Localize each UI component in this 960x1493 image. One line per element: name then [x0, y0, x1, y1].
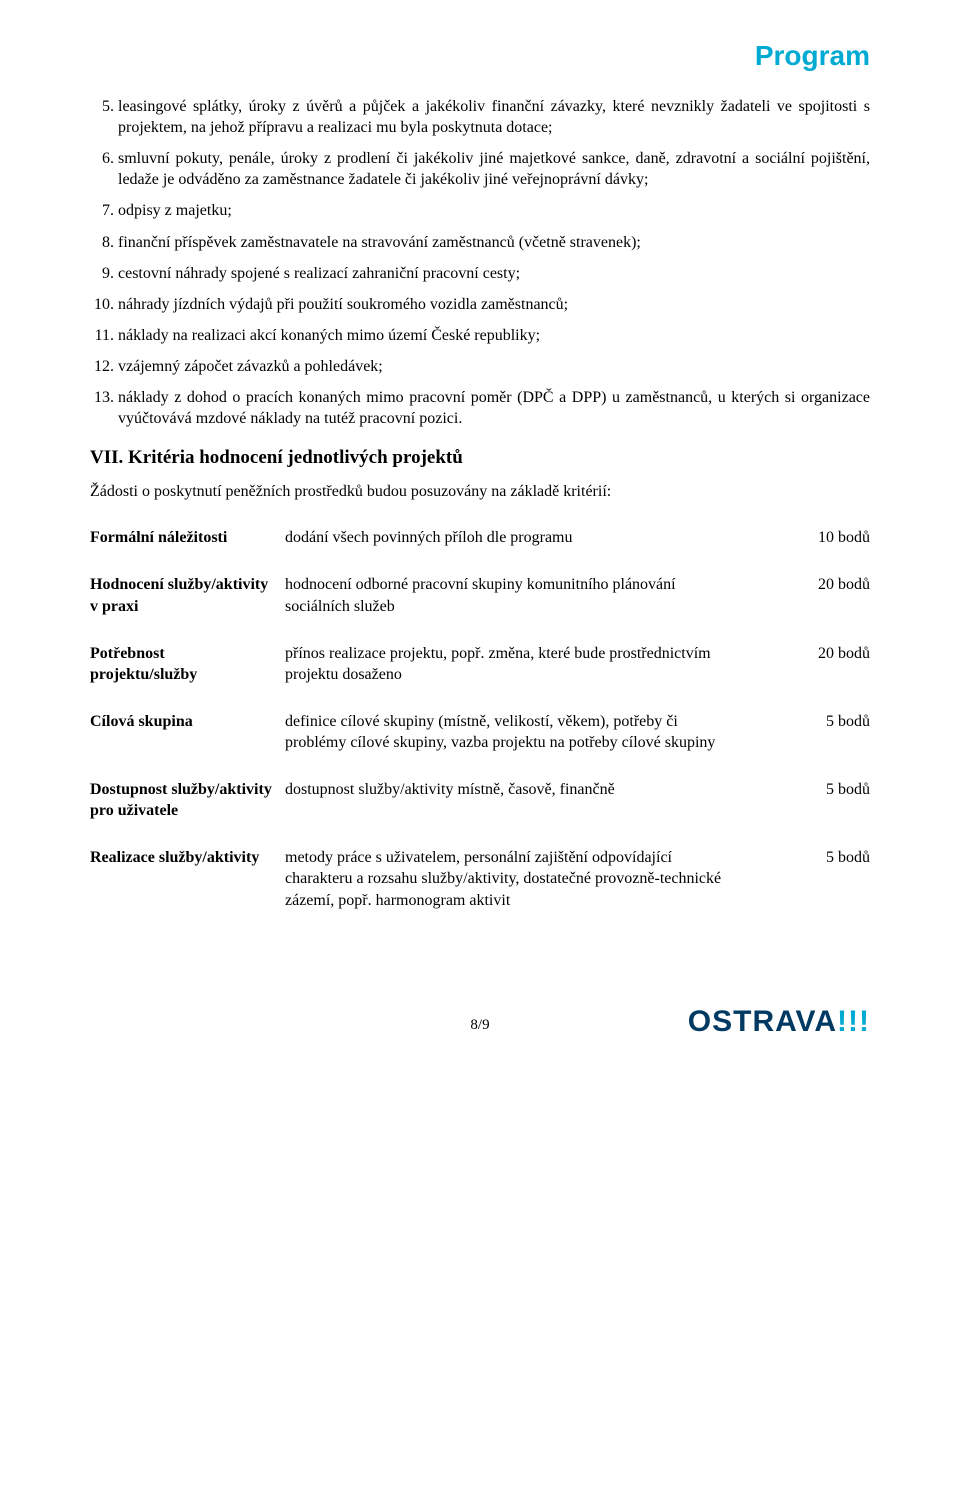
list-item: finanční příspěvek zaměstnavatele na str…: [118, 232, 870, 253]
list-item: odpisy z majetku;: [118, 200, 870, 221]
logo-exclamation: !!!: [837, 1005, 870, 1038]
list-item: náhrady jízdních výdajů při použití souk…: [118, 294, 870, 315]
list-item: náklady na realizaci akcí konaných mimo …: [118, 325, 870, 346]
criteria-name: Potřebnost projektu/služby: [90, 643, 285, 711]
list-item: cestovní náhrady spojené s realizací zah…: [118, 263, 870, 284]
table-row: Realizace služby/aktivity metody práce s…: [90, 847, 870, 936]
section-heading: VII. Kritéria hodnocení jednotlivých pro…: [90, 447, 870, 469]
criteria-desc: definice cílové skupiny (místně, velikos…: [285, 711, 753, 779]
list-item: vzájemný zápočet závazků a pohledávek;: [118, 356, 870, 377]
list-item: náklady z dohod o pracích konaných mimo …: [118, 387, 870, 429]
criteria-points: 10 bodů: [753, 527, 870, 574]
criteria-name: Hodnocení služby/aktivity v praxi: [90, 574, 285, 642]
page-title: Program: [90, 40, 870, 72]
criteria-desc: přínos realizace projektu, popř. změna, …: [285, 643, 753, 711]
criteria-points: 20 bodů: [753, 643, 870, 711]
criteria-name: Formální náležitosti: [90, 527, 285, 574]
criteria-name: Cílová skupina: [90, 711, 285, 779]
criteria-desc: hodnocení odborné pracovní skupiny komun…: [285, 574, 753, 642]
ostrava-logo: OSTRAVA!!!: [688, 1005, 870, 1039]
criteria-points: 5 bodů: [753, 779, 870, 847]
criteria-desc: dostupnost služby/aktivity místně, časov…: [285, 779, 753, 847]
table-row: Dostupnost služby/aktivity pro uživatele…: [90, 779, 870, 847]
list-item: smluvní pokuty, penále, úroky z prodlení…: [118, 148, 870, 190]
numbered-list: leasingové splátky, úroky z úvěrů a půjč…: [90, 96, 870, 429]
criteria-points: 5 bodů: [753, 711, 870, 779]
criteria-points: 20 bodů: [753, 574, 870, 642]
table-row: Formální náležitosti dodání všech povinn…: [90, 527, 870, 574]
logo-text: OSTRAVA: [688, 1005, 837, 1038]
list-item: leasingové splátky, úroky z úvěrů a půjč…: [118, 96, 870, 138]
criteria-points: 5 bodů: [753, 847, 870, 936]
table-row: Hodnocení služby/aktivity v praxi hodnoc…: [90, 574, 870, 642]
criteria-desc: dodání všech povinných příloh dle progra…: [285, 527, 753, 574]
criteria-desc: metody práce s uživatelem, personální za…: [285, 847, 753, 936]
criteria-name: Dostupnost služby/aktivity pro uživatele: [90, 779, 285, 847]
criteria-name: Realizace služby/aktivity: [90, 847, 285, 936]
criteria-table: Formální náležitosti dodání všech povinn…: [90, 527, 870, 936]
section-intro: Žádosti o poskytnutí peněžních prostředk…: [90, 483, 870, 501]
table-row: Potřebnost projektu/služby přínos realiz…: [90, 643, 870, 711]
table-row: Cílová skupina definice cílové skupiny (…: [90, 711, 870, 779]
